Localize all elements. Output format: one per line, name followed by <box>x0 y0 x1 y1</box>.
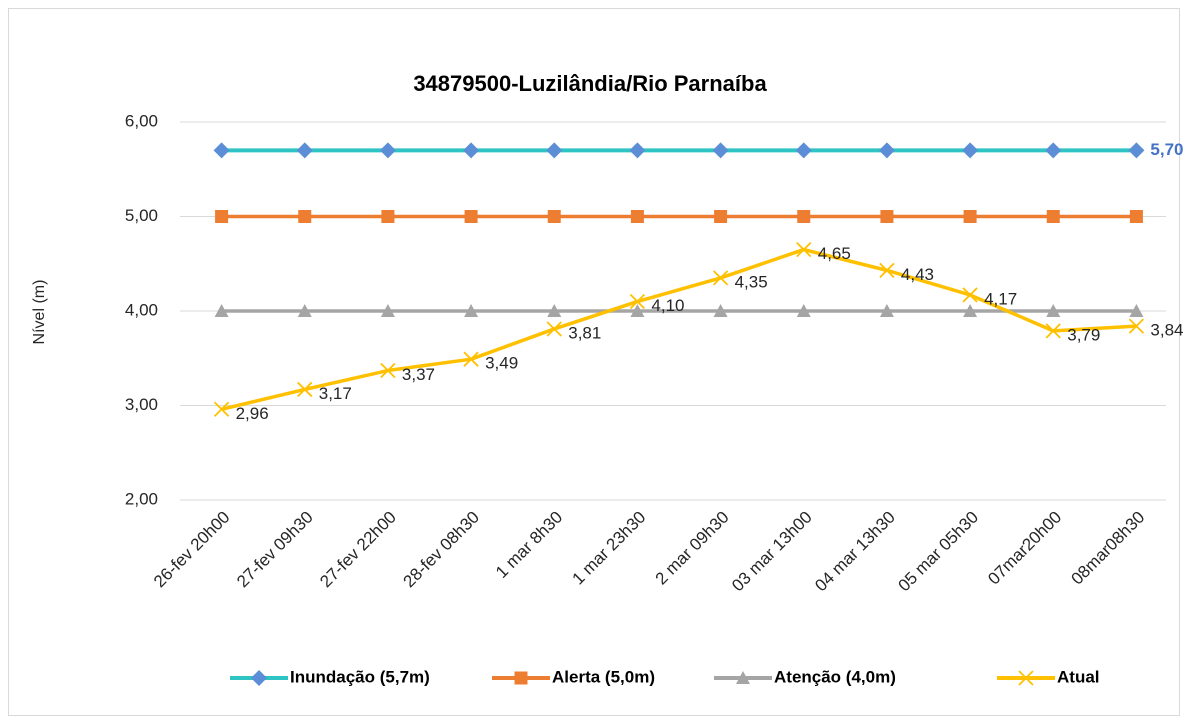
marker <box>547 210 561 223</box>
marker <box>713 304 728 317</box>
marker <box>296 142 313 159</box>
data-label: 5,70 <box>1150 140 1183 159</box>
marker <box>963 210 977 223</box>
marker <box>712 142 729 159</box>
marker <box>379 142 396 159</box>
data-label: 4,35 <box>735 272 768 291</box>
y-axis-label: Nível (m) <box>31 280 48 345</box>
marker <box>1128 318 1145 334</box>
marker <box>547 304 562 317</box>
marker <box>630 210 644 223</box>
legend-label: Atual <box>1057 667 1100 686</box>
marker <box>251 670 267 686</box>
marker <box>795 142 812 159</box>
legend-label: Alerta (5,0m) <box>552 667 655 686</box>
marker <box>797 210 811 223</box>
marker <box>297 304 312 317</box>
marker <box>630 304 645 317</box>
marker <box>629 293 646 310</box>
data-label: 3,79 <box>1067 325 1100 344</box>
marker <box>215 210 229 223</box>
data-label: 3,17 <box>319 384 352 403</box>
series-line <box>221 247 1137 411</box>
marker <box>962 142 979 159</box>
marker <box>380 304 395 317</box>
y-tick-label: 3,00 <box>125 395 158 414</box>
y-tick-label: 4,00 <box>125 300 158 319</box>
data-label: 4,65 <box>818 244 851 263</box>
marker <box>463 142 480 159</box>
marker <box>1046 210 1060 223</box>
data-label: 3,37 <box>402 365 435 384</box>
marker <box>297 381 313 398</box>
data-label: 4,17 <box>984 289 1017 308</box>
marker <box>213 142 230 159</box>
chart-frame <box>8 8 1180 716</box>
marker <box>1128 142 1145 159</box>
marker <box>878 142 895 159</box>
marker <box>546 321 562 337</box>
marker <box>962 287 978 303</box>
marker <box>1129 210 1143 223</box>
data-label: 4,10 <box>651 296 684 315</box>
marker <box>1045 142 1062 159</box>
data-label: 3,84 <box>1150 321 1183 340</box>
y-tick-label: 6,00 <box>125 111 158 130</box>
marker <box>298 210 312 223</box>
marker <box>629 142 646 159</box>
marker <box>1018 670 1034 686</box>
marker <box>464 210 478 223</box>
y-tick-label: 5,00 <box>125 206 158 225</box>
marker <box>464 304 479 317</box>
marker <box>796 304 811 317</box>
data-label: 3,49 <box>485 354 518 373</box>
data-label: 2,96 <box>236 404 269 423</box>
legend-label: Inundação (5,7m) <box>290 667 430 686</box>
marker <box>463 351 479 367</box>
data-label: 4,43 <box>901 265 934 284</box>
marker <box>714 210 728 223</box>
marker <box>879 304 894 317</box>
marker <box>1129 304 1144 317</box>
marker <box>546 142 563 159</box>
marker <box>880 210 894 223</box>
marker <box>963 304 978 317</box>
marker <box>1045 323 1061 339</box>
marker <box>213 401 230 417</box>
marker <box>879 262 895 279</box>
legend-label: Atenção (4,0m) <box>774 667 896 686</box>
marker <box>796 241 812 258</box>
marker <box>214 304 229 317</box>
marker <box>514 671 528 685</box>
marker <box>736 671 750 684</box>
y-tick-label: 2,00 <box>125 489 158 508</box>
chart-title: 34879500-Luzilândia/Rio Parnaíba <box>413 71 767 96</box>
marker <box>381 210 395 223</box>
marker <box>712 270 729 286</box>
marker <box>1046 304 1061 317</box>
data-label: 3,81 <box>568 323 601 342</box>
marker <box>380 362 396 379</box>
